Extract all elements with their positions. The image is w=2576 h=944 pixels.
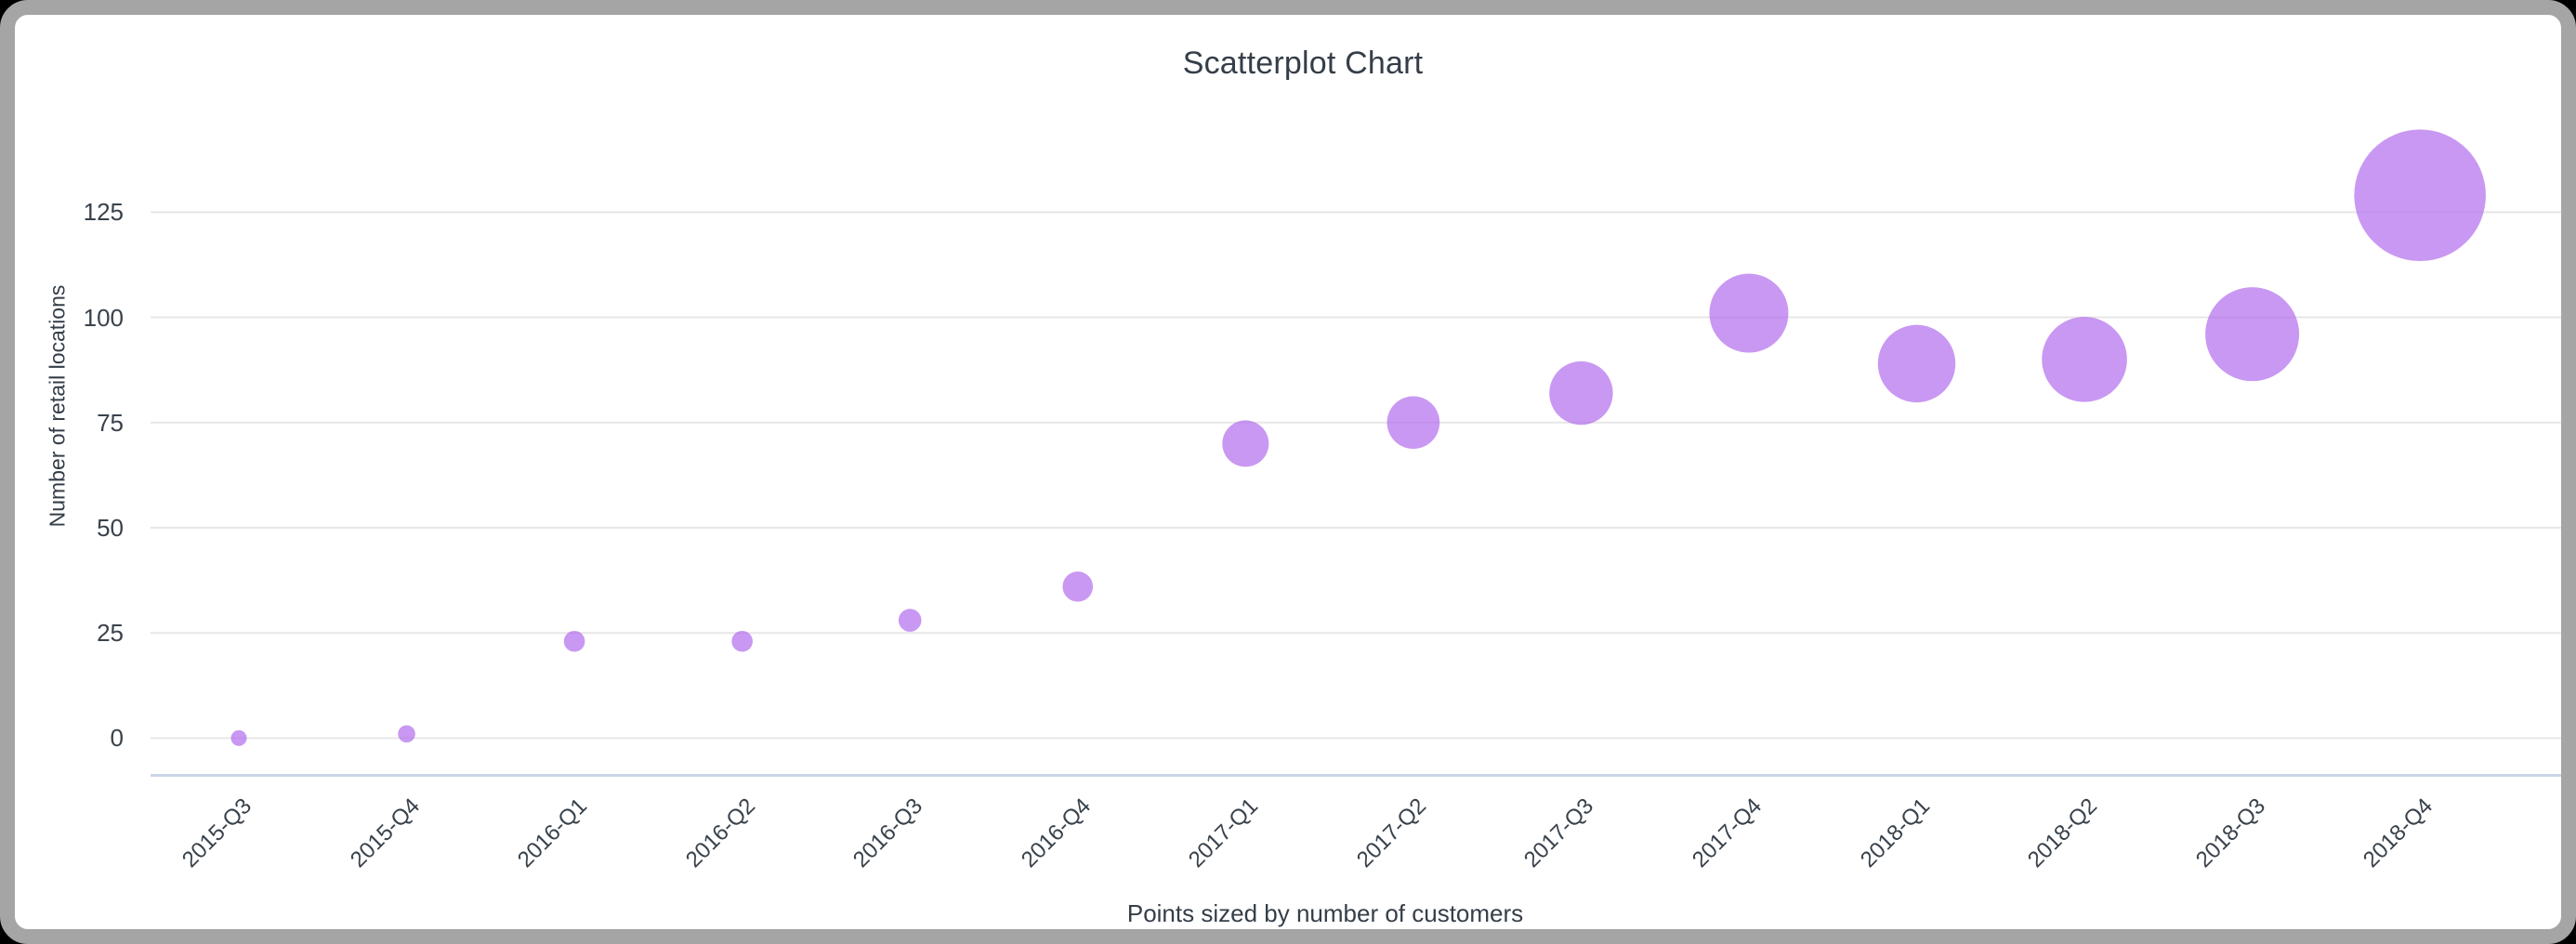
y-tick-label-125: 125	[83, 198, 124, 227]
bubble-2016-Q4[interactable]	[1062, 571, 1094, 602]
y-tick-label-0: 0	[110, 724, 124, 753]
bubble-2018-Q3[interactable]	[2205, 287, 2300, 382]
bubble-2016-Q1[interactable]	[563, 630, 585, 652]
bubble-2015-Q3[interactable]	[230, 729, 247, 746]
bubble-2015-Q4[interactable]	[398, 725, 415, 743]
bubble-2016-Q2[interactable]	[731, 630, 753, 652]
bubble-2017-Q2[interactable]	[1387, 396, 1440, 450]
y-tick-label-25: 25	[97, 619, 124, 648]
chart-title: Scatterplot Chart	[1182, 46, 1424, 81]
y-tick-label-100: 100	[83, 303, 124, 332]
chart-caption: Points sized by number of customers	[1126, 899, 1524, 927]
bubble-2017-Q1[interactable]	[1222, 420, 1269, 467]
bubble-2018-Q4[interactable]	[2354, 129, 2486, 262]
chart-canvas	[151, 129, 2561, 777]
bubble-2017-Q3[interactable]	[1549, 361, 1613, 426]
bubble-2018-Q1[interactable]	[1877, 324, 1956, 403]
bubble-2017-Q4[interactable]	[1709, 273, 1789, 353]
y-tick-label-50: 50	[97, 513, 124, 542]
bubble-2018-Q2[interactable]	[2042, 317, 2127, 402]
y-tick-label-75: 75	[97, 408, 124, 437]
bubble-2016-Q3[interactable]	[898, 609, 922, 632]
